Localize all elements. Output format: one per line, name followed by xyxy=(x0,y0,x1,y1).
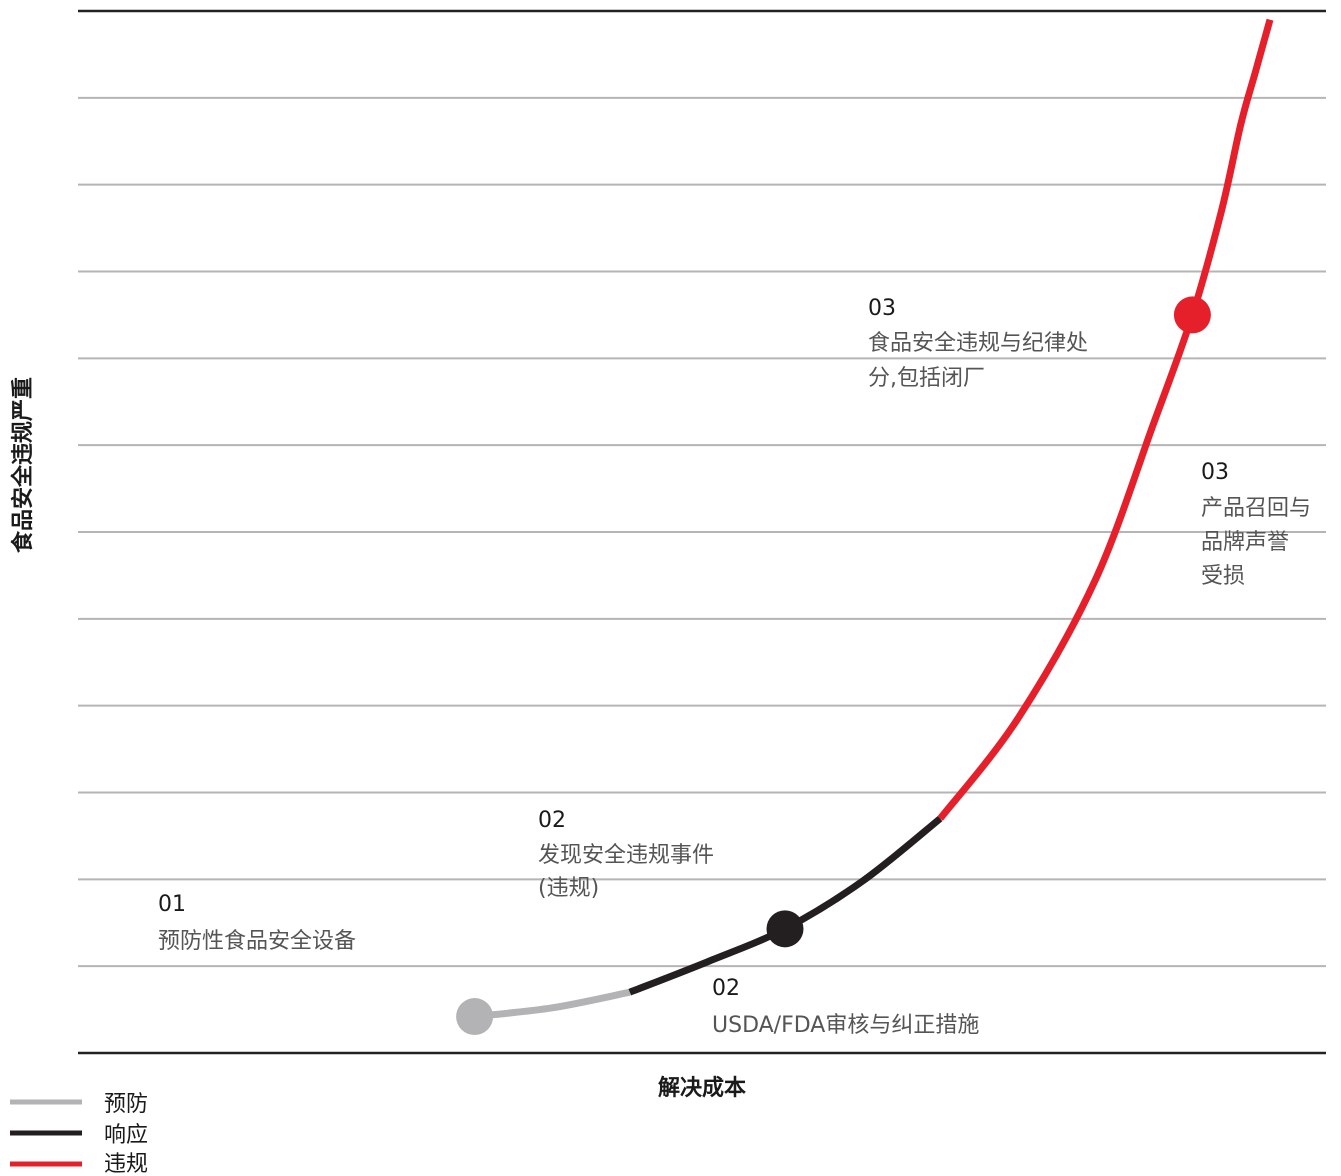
legend-label-response: 响应 xyxy=(104,1123,148,1148)
data-marker-2 xyxy=(766,910,804,948)
data-marker-1 xyxy=(456,998,494,1036)
legend-item-response: 响应 xyxy=(10,1123,148,1148)
annotation-4-text-line1: 食品安全违规与纪律处 xyxy=(868,331,1088,356)
annotation-3-number: 02 xyxy=(712,976,740,1001)
annotation-2: 02 发现安全违规事件 (违规) xyxy=(538,808,714,901)
series-line-violation xyxy=(937,18,1274,821)
legend-item-prevention: 预防 xyxy=(10,1092,148,1117)
annotation-3-text: USDA/FDA审核与纠正措施 xyxy=(712,1013,979,1038)
annotation-4-text-line2: 分,包括闭厂 xyxy=(868,366,985,391)
annotation-5-text-line3: 受损 xyxy=(1201,564,1245,589)
annotation-4: 03 食品安全违规与纪律处 分,包括闭厂 xyxy=(868,296,1088,391)
annotation-3: 02 USDA/FDA审核与纠正措施 xyxy=(712,976,979,1038)
legend-label-prevention: 预防 xyxy=(104,1092,148,1117)
annotation-5-text-line2: 品牌声誉 xyxy=(1201,530,1289,555)
annotation-1-number: 01 xyxy=(158,892,186,917)
x-axis-label: 解决成本 xyxy=(658,1075,746,1101)
annotation-1: 01 预防性食品安全设备 xyxy=(158,892,356,954)
legend-label-violation: 违规 xyxy=(104,1152,148,1176)
annotation-5-number: 03 xyxy=(1201,460,1229,485)
annotation-2-number: 02 xyxy=(538,808,566,833)
legend: 预防 响应 违规 xyxy=(10,1092,148,1176)
grid-lines xyxy=(78,96,1326,968)
annotation-1-text: 预防性食品安全设备 xyxy=(158,929,356,954)
legend-item-violation: 违规 xyxy=(10,1152,148,1176)
data-marker-3 xyxy=(1173,296,1211,334)
annotation-2-text-line2: (违规) xyxy=(538,876,599,901)
annotation-4-number: 03 xyxy=(868,296,896,321)
series-line-prevention xyxy=(474,988,631,1021)
annotation-5-text-line1: 产品召回与 xyxy=(1201,496,1311,521)
annotation-5: 03 产品召回与 品牌声誉 受损 xyxy=(1201,460,1311,589)
y-axis-label: 食品安全违规严重 xyxy=(10,377,36,553)
data-markers xyxy=(456,296,1211,1036)
annotation-2-text-line1: 发现安全违规事件 xyxy=(538,843,714,868)
